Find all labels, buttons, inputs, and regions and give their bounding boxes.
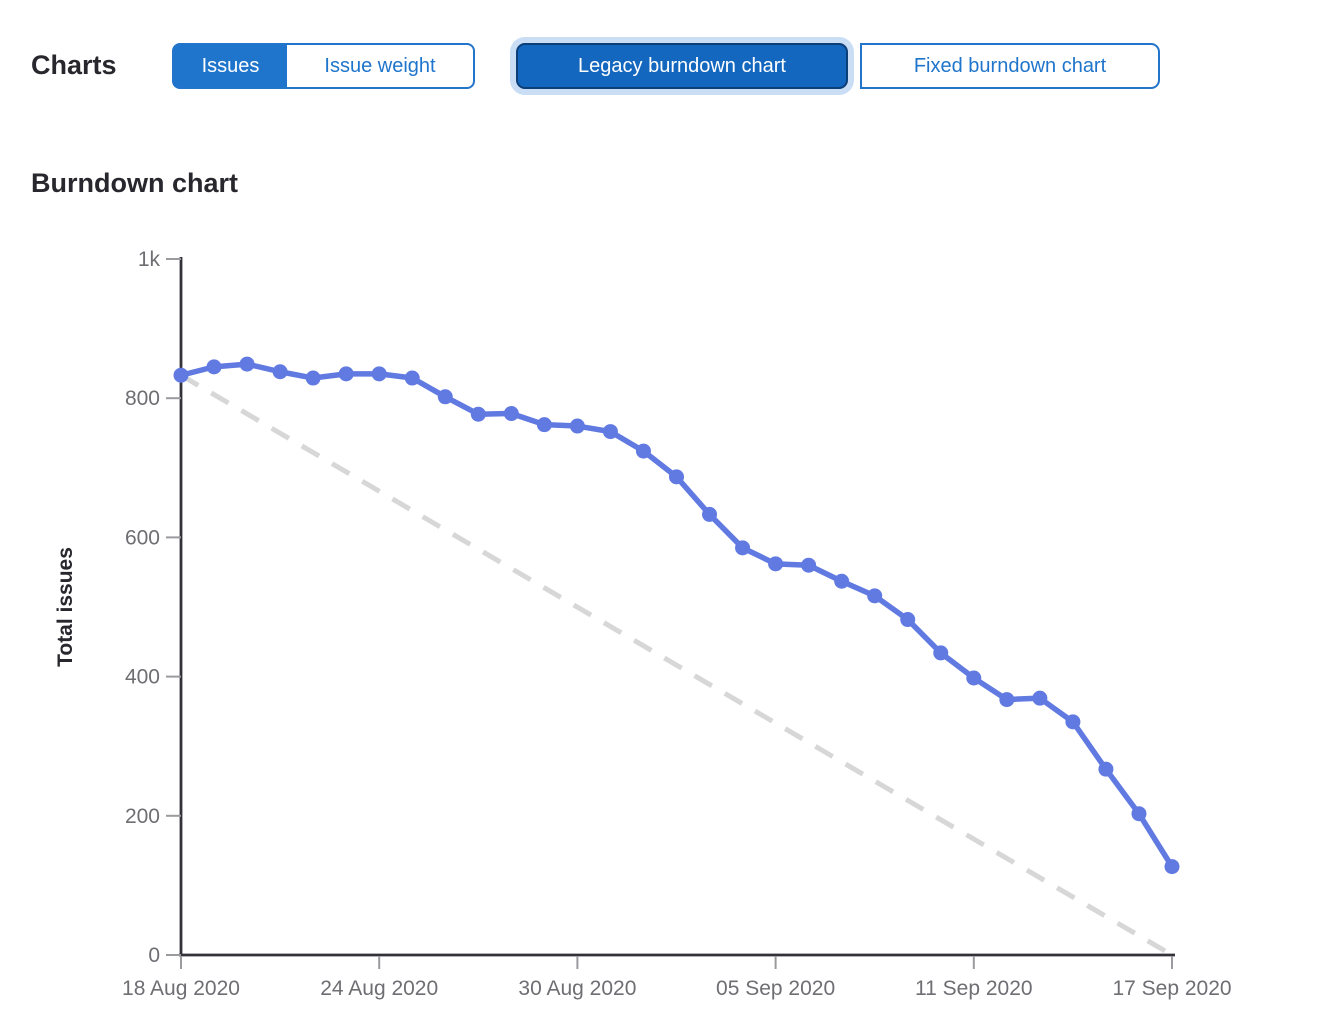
data-point[interactable] bbox=[1065, 714, 1081, 730]
y-axis-tick-label: 600 bbox=[125, 526, 160, 549]
metric-toggle-group: Issues Issue weight bbox=[172, 43, 475, 89]
data-point[interactable] bbox=[602, 424, 618, 440]
y-axis-tick-label: 0 bbox=[148, 944, 160, 967]
data-point[interactable] bbox=[669, 469, 684, 485]
data-point[interactable] bbox=[503, 406, 519, 422]
x-axis-tick-label: 18 Aug 2020 bbox=[122, 977, 240, 1000]
y-axis-tick-label: 400 bbox=[125, 666, 160, 689]
charts-label: Charts bbox=[31, 50, 117, 80]
data-point[interactable] bbox=[437, 389, 453, 405]
data-point[interactable] bbox=[371, 366, 387, 382]
y-axis-title: Total issues bbox=[54, 547, 77, 667]
y-axis-tick-label: 200 bbox=[125, 805, 160, 828]
data-point[interactable] bbox=[768, 556, 784, 572]
data-point[interactable] bbox=[1032, 690, 1048, 706]
burndown-chart: 0 200 400 600 800 1k 18 Aug 2020 24 Aug 2020 30 … bbox=[0, 228, 1326, 1028]
data-point[interactable] bbox=[635, 443, 651, 459]
data-point[interactable] bbox=[1098, 761, 1114, 777]
issues-toggle-button[interactable]: Issues bbox=[172, 43, 287, 89]
data-point[interactable] bbox=[470, 406, 486, 422]
data-point[interactable] bbox=[702, 506, 718, 522]
data-point[interactable] bbox=[735, 540, 751, 556]
data-point[interactable] bbox=[933, 645, 949, 661]
data-point[interactable] bbox=[173, 367, 189, 383]
data-point[interactable] bbox=[206, 359, 222, 375]
data-point[interactable] bbox=[338, 366, 354, 382]
burndown-chart-svg[interactable]: 0 200 400 600 800 1k 18 Aug 2020 24 Aug 2020 30 … bbox=[0, 228, 1326, 1028]
data-point[interactable] bbox=[239, 356, 255, 372]
chart-type-toggle-group: Legacy burndown chart Fixed burndown cha… bbox=[516, 43, 1160, 89]
guideline-dashed-line bbox=[179, 373, 1174, 958]
x-axis-tick-label: 24 Aug 2020 bbox=[320, 977, 438, 1000]
x-axis-tick-label: 11 Sep 2020 bbox=[915, 977, 1033, 1000]
x-axis-tick-label: 30 Aug 2020 bbox=[518, 977, 636, 1000]
y-axis-tick-label: 1k bbox=[138, 248, 161, 271]
data-point[interactable] bbox=[1164, 859, 1180, 875]
legacy-burndown-chart-button[interactable]: Legacy burndown chart bbox=[516, 43, 848, 89]
data-point[interactable] bbox=[404, 370, 420, 386]
data-point[interactable] bbox=[536, 417, 552, 433]
issue-weight-toggle-button[interactable]: Issue weight bbox=[287, 43, 475, 89]
x-axis-tick-label: 17 Sep 2020 bbox=[1112, 977, 1231, 1000]
data-point[interactable] bbox=[834, 573, 850, 589]
y-axis-tick-label: 800 bbox=[125, 387, 160, 410]
data-point[interactable] bbox=[305, 370, 321, 386]
data-point[interactable] bbox=[900, 612, 916, 628]
data-point[interactable] bbox=[1131, 806, 1147, 822]
data-point[interactable] bbox=[867, 588, 883, 604]
data-point[interactable] bbox=[272, 364, 288, 380]
open-issues-line bbox=[178, 361, 1175, 870]
fixed-burndown-chart-button[interactable]: Fixed burndown chart bbox=[860, 43, 1160, 89]
data-point[interactable] bbox=[966, 670, 982, 686]
data-point[interactable] bbox=[569, 418, 585, 434]
data-point[interactable] bbox=[801, 557, 817, 573]
page-title: Burndown chart bbox=[31, 168, 238, 198]
data-point[interactable] bbox=[999, 692, 1015, 708]
x-axis-tick-label: 05 Sep 2020 bbox=[716, 977, 835, 1000]
